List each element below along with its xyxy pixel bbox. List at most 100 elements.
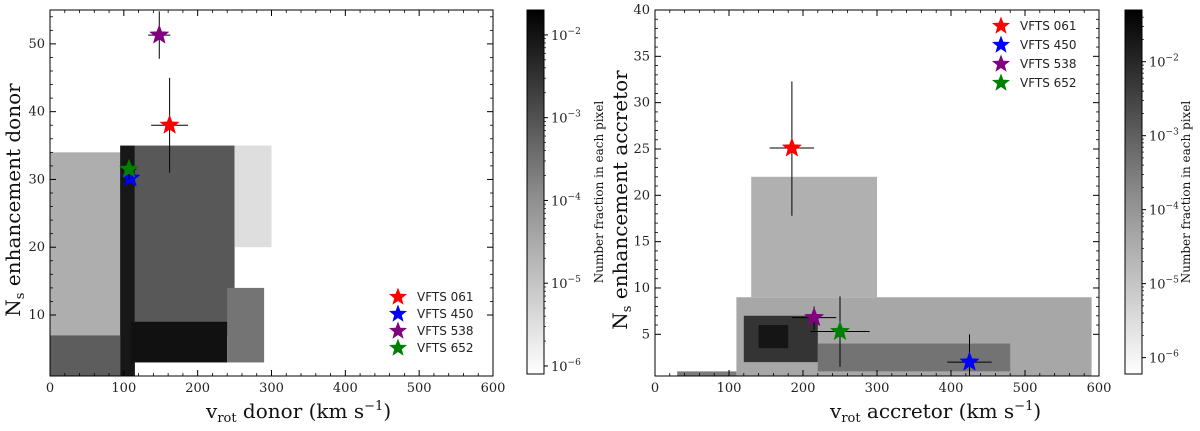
data-points [118,11,189,187]
colorbar-tick-label: 10−6 [1149,350,1179,367]
legend-star-vfts-450 [388,304,408,322]
legend-label-vfts-652: VFTS 652 [1020,76,1077,90]
y-tick-label: 40 [28,105,45,120]
density-region-2 [751,176,877,298]
colorbar-tick-exp: −6 [568,358,582,368]
y-label-rest: enhancement donor [1,83,25,293]
colorbar-label: Number fraction in each pixel [1179,101,1193,284]
colorbar-tick-exp: −3 [568,110,582,120]
y-tick-label: 10 [633,281,650,296]
legend-star-vfts-538 [991,54,1011,72]
y-axis-label: Ns enhancement donor [1,83,28,317]
y-label-main: N [1,299,25,317]
colorbar-tick-label: 10−2 [1149,54,1179,71]
density-region-4 [758,325,789,349]
legend-star-vfts-450 [991,35,1011,53]
x-label-main: v [205,399,218,423]
colorbar-tick-base: 10 [551,360,568,375]
x-tick-label: 100 [111,381,136,396]
x-label-sup: −1 [1014,399,1033,414]
y-tick-label: 20 [28,240,45,255]
y-tick-label: 10 [28,308,45,323]
colorbar-label: Number fraction in each pixel [592,101,606,284]
x-tick-label: 300 [259,381,284,396]
colorbar-tick-label: 10−4 [551,192,581,209]
colorbar-tick-base: 10 [551,112,568,127]
colorbar-tick-base: 10 [1149,130,1166,145]
y-tick-label: 30 [633,96,650,111]
legend-label-vfts-450: VFTS 450 [1020,38,1077,52]
colorbar-tick-base: 10 [551,194,568,209]
colorbar-tick-exp: −5 [1166,276,1180,286]
x-tick-label: 600 [1087,381,1112,396]
x-tick-label: 100 [717,381,742,396]
legend-label-vfts-061: VFTS 061 [1020,19,1077,33]
y-tick-label: 40 [633,3,650,18]
colorbar-tick-label: 10−3 [551,110,581,127]
x-label-rest: accretor (km s [861,399,1015,423]
star-vfts-538 [149,24,170,44]
x-axis-label: vrot donor (km s−1) [205,399,391,426]
colorbar-tick-label: 10−5 [1149,276,1179,293]
y-tick-label: 5 [642,327,650,342]
x-tick-label: 600 [481,381,506,396]
colorbar-tick-exp: −3 [1166,128,1180,138]
x-label-sub: rot [217,411,237,426]
density-region-4 [131,321,228,363]
colorbar-tick-label: 10−5 [551,275,581,292]
x-label-main: v [829,399,842,423]
y-tick-label: 20 [633,188,650,203]
colorbar-tick-exp: −2 [1166,54,1179,64]
colorbar-tick-exp: −6 [1166,350,1180,360]
y-label-main: N [608,312,632,330]
colorbar-tick-label: 10−3 [1149,128,1179,145]
legend-star-vfts-652 [991,73,1011,91]
x-label-sup: −1 [364,399,383,414]
density-region-1 [50,335,121,376]
star-vfts-652 [118,158,140,178]
density-region-5 [817,343,1011,372]
colorbar-tick-base: 10 [1149,278,1166,293]
colorbar-tick-base: 10 [551,29,568,44]
legend-star-vfts-538 [388,321,408,339]
star-vfts-450 [959,351,980,371]
legend: VFTS 061 VFTS 450 VFTS 538 VFTS 652 [388,287,474,356]
legend-star-vfts-652 [388,338,408,356]
y-label-sub: s [620,306,635,313]
x-tick-label: 0 [46,381,54,396]
x-tick-label: 300 [865,381,890,396]
legend-star-vfts-061 [388,287,408,305]
star-vfts-652 [829,320,851,341]
x-tick-label: 0 [651,381,659,396]
x-tick-label: 400 [333,381,358,396]
star-vfts-061 [159,114,180,134]
heatmap [677,176,1092,376]
y-tick-label: 50 [28,37,45,52]
accretor-panel: 0 100 200 300 400 500 600 5 10 15 20 25 30 35 40 VFTS 0… [608,3,1193,426]
star-vfts-538 [803,306,825,327]
colorbar-tick-label: 10−2 [551,27,581,44]
y-tick-label: 30 [28,172,45,187]
colorbar-tick-base: 10 [1149,204,1166,219]
data-points [769,81,992,376]
legend-star-vfts-061 [991,16,1011,34]
colorbar-gradient [1124,9,1143,375]
colorbar-tick-label: 10−4 [1149,202,1179,219]
density-region-0 [50,152,124,336]
x-tick-label: 500 [407,381,432,396]
colorbar-tick-base: 10 [551,277,568,292]
y-label-rest: enhancement accretor [608,70,632,306]
x-axis-label: vrot accretor (km s−1) [829,399,1041,426]
density-region-3 [134,145,235,336]
legend-label-vfts-538: VFTS 538 [417,324,474,338]
legend-label-vfts-061: VFTS 061 [417,290,474,304]
legend-label-vfts-538: VFTS 538 [1020,57,1077,71]
x-label-sub: rot [841,411,861,426]
legend: VFTS 061 VFTS 450 VFTS 538 VFTS 652 [991,16,1077,91]
y-tick-label: 15 [633,235,650,250]
star-vfts-061 [781,137,803,157]
